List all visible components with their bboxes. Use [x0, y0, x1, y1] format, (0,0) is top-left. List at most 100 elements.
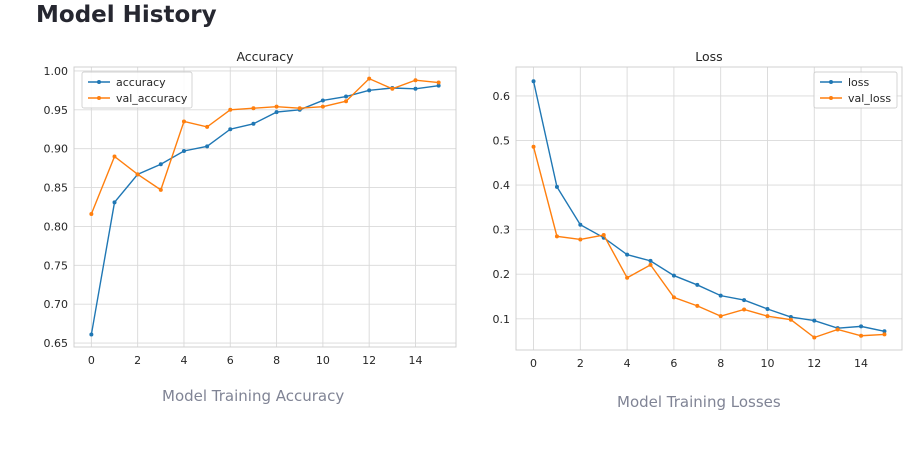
loss-data-point-val_loss [578, 237, 583, 242]
accuracy-x-tick-label: 10 [316, 354, 330, 367]
accuracy-data-point-val_accuracy [89, 212, 94, 216]
accuracy-y-tick-label: 0.80 [44, 220, 69, 233]
loss-legend-marker-loss [829, 80, 833, 84]
loss-data-point-loss [648, 258, 653, 263]
loss-data-point-val_loss [835, 327, 840, 332]
accuracy-data-point-accuracy [367, 88, 372, 93]
accuracy-data-point-val_accuracy [228, 107, 233, 112]
loss-x-tick-label: 10 [760, 357, 774, 370]
loss-x-tick-label: 12 [807, 357, 821, 370]
accuracy-x-tick-label: 8 [273, 354, 280, 367]
loss-data-point-loss [742, 298, 747, 303]
loss-chart-title: Loss [695, 49, 722, 64]
loss-y-tick-label: 0.1 [493, 313, 511, 326]
accuracy-chart-title: Accuracy [236, 49, 294, 64]
accuracy-y-tick-label: 0.90 [44, 143, 69, 156]
loss-data-point-val_loss [648, 262, 653, 267]
accuracy-data-point-accuracy [344, 94, 349, 99]
loss-data-point-val_loss [882, 332, 887, 337]
page-title: Model History [36, 2, 217, 28]
accuracy-data-point-val_accuracy [274, 104, 279, 109]
loss-data-point-loss [671, 273, 676, 278]
loss-data-point-loss [695, 282, 700, 287]
accuracy-data-point-accuracy [228, 127, 233, 132]
accuracy-data-point-val_accuracy [112, 154, 117, 159]
loss-series-loss [531, 79, 887, 334]
loss-data-point-val_loss [788, 317, 793, 322]
loss-x-tick-label: 4 [624, 357, 631, 370]
loss-data-point-loss [625, 252, 630, 257]
accuracy-legend-marker-val_accuracy [97, 96, 101, 100]
accuracy-data-point-accuracy [274, 110, 279, 115]
accuracy-legend-marker-accuracy [97, 80, 101, 84]
loss-legend: loss val_loss [813, 71, 898, 109]
accuracy-data-point-accuracy [320, 98, 325, 103]
accuracy-y-tick-label: 1.00 [44, 65, 69, 78]
loss-legend-label-val_loss: val_loss [848, 92, 891, 105]
loss-data-point-loss [812, 318, 817, 323]
accuracy-data-point-val_accuracy [436, 80, 441, 85]
loss-data-point-loss [554, 184, 559, 189]
loss-data-point-val_loss [601, 233, 606, 238]
loss-legend-box [813, 71, 898, 109]
accuracy-legend-label-val_accuracy: val_accuracy [116, 92, 188, 105]
loss-series-val_loss [531, 144, 887, 340]
accuracy-y-tick-label: 0.95 [44, 104, 69, 117]
accuracy-legend-label-accuracy: accuracy [116, 76, 166, 89]
accuracy-data-point-val_accuracy [297, 106, 302, 111]
loss-gridlines [516, 67, 902, 350]
loss-data-point-loss [765, 306, 770, 311]
accuracy-series-accuracy [89, 83, 441, 337]
accuracy-data-point-val_accuracy [251, 106, 256, 111]
loss-axes-frame [515, 66, 903, 351]
loss-y-tick-label: 0.2 [493, 268, 511, 281]
loss-data-point-loss [718, 293, 723, 298]
loss-x-tick-label: 0 [530, 357, 537, 370]
accuracy-data-point-val_accuracy [390, 86, 395, 91]
loss-series-line-loss [532, 81, 885, 332]
accuracy-data-point-accuracy [251, 121, 256, 126]
accuracy-chart-caption: Model Training Accuracy [162, 387, 345, 405]
accuracy-data-point-accuracy [205, 144, 210, 149]
accuracy-x-tick-label: 2 [134, 354, 141, 367]
loss-y-tick-label: 0.5 [493, 135, 511, 148]
accuracy-data-point-val_accuracy [205, 124, 210, 129]
loss-data-point-val_loss [554, 234, 559, 239]
loss-legend-marker-val_loss [829, 96, 833, 100]
accuracy-legend-box [81, 71, 193, 109]
loss-data-point-loss [578, 222, 583, 227]
loss-x-tick-label: 14 [854, 357, 868, 370]
loss-chart: Loss 0 2 4 6 8 10 12 14 0.1 0.2 0.3 0.4 0.5 0.6 loss val… [493, 49, 903, 370]
accuracy-data-point-accuracy [436, 83, 441, 88]
loss-y-tick-label: 0.6 [493, 90, 511, 103]
loss-data-point-val_loss [671, 295, 676, 300]
accuracy-series-val_accuracy [89, 76, 441, 216]
accuracy-legend: accuracy val_accuracy [81, 71, 193, 109]
accuracy-data-point-accuracy [413, 86, 418, 91]
accuracy-series-line-val_accuracy [90, 77, 439, 215]
loss-data-point-loss [859, 324, 864, 329]
accuracy-x-tick-label: 14 [408, 354, 422, 367]
loss-data-point-val_loss [625, 275, 630, 280]
accuracy-y-tick-label: 0.85 [44, 182, 69, 195]
accuracy-data-point-accuracy [181, 149, 186, 153]
accuracy-series-line-accuracy [90, 84, 439, 335]
loss-x-tick-label: 2 [577, 357, 584, 370]
loss-legend-label-loss: loss [848, 76, 870, 89]
accuracy-data-point-val_accuracy [135, 172, 140, 177]
accuracy-data-point-accuracy [158, 162, 163, 167]
loss-chart-caption: Model Training Losses [617, 393, 781, 411]
accuracy-data-point-val_accuracy [367, 76, 372, 81]
loss-data-point-loss [531, 79, 536, 84]
accuracy-data-point-val_accuracy [344, 99, 349, 104]
loss-data-point-val_loss [765, 314, 770, 319]
loss-data-point-val_loss [531, 144, 536, 149]
accuracy-data-point-val_accuracy [320, 104, 325, 109]
accuracy-data-point-accuracy [89, 332, 94, 337]
accuracy-gridlines [74, 67, 456, 347]
loss-y-tick-label: 0.3 [493, 224, 511, 237]
loss-data-point-val_loss [812, 335, 817, 340]
accuracy-y-tick-label: 0.70 [44, 298, 69, 311]
loss-data-point-val_loss [718, 314, 723, 319]
accuracy-data-point-val_accuracy [413, 78, 418, 83]
